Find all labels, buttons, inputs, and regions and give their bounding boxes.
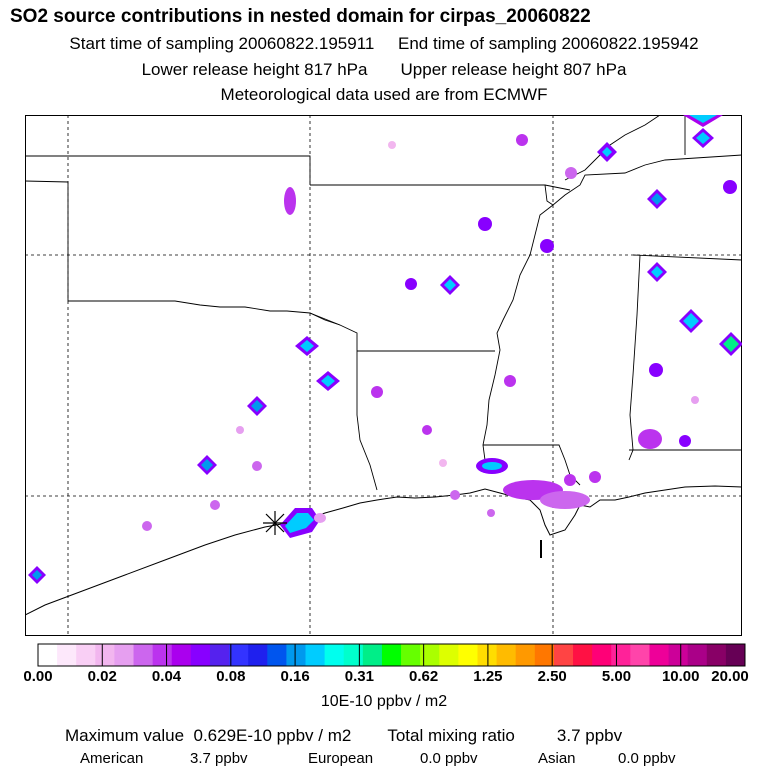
legend-tick-label: 20.00: [711, 668, 749, 685]
legend-color-cell: [668, 644, 689, 666]
legend-color-cell: [611, 644, 631, 666]
max-value-label: Maximum value: [65, 726, 185, 745]
legend-color-cell: [477, 644, 498, 666]
release-heights: Lower release height 817 hPa Upper relea…: [0, 60, 768, 80]
release-site-marker: [263, 511, 287, 535]
legend-color-cell: [496, 644, 517, 666]
legend-color-cell: [362, 644, 383, 666]
legend-color-cell: [38, 644, 58, 666]
legend-tick-label: 0.16: [280, 668, 310, 685]
concentration-plumes: [28, 115, 742, 584]
legend-color-cell: [630, 644, 650, 666]
legend-color-cell: [229, 644, 249, 666]
legend-color-cell: [592, 644, 612, 666]
start-time: Start time of sampling 20060822.195911: [69, 34, 375, 53]
legend-color-cell: [114, 644, 135, 666]
legend-tick-label: 0.02: [87, 668, 117, 685]
legend-color-cell: [95, 644, 115, 666]
lower-release-height: Lower release height 817 hPa: [141, 60, 368, 79]
coastline: [25, 485, 742, 616]
state-borders: [25, 115, 742, 491]
legend-color-cell: [190, 644, 211, 666]
legend-color-cell: [76, 644, 96, 666]
legend-color-cell: [515, 644, 536, 666]
max-value: 0.629E-10 ppbv / m2: [193, 726, 352, 745]
total-mixing-value: 3.7 ppbv: [556, 726, 623, 745]
legend-tick-label: 0.62: [409, 668, 439, 685]
legend-color-cell: [171, 644, 192, 666]
legend-color-cell: [152, 644, 173, 666]
legend-color-cell: [687, 644, 708, 666]
legend-color-cell: [305, 644, 326, 666]
legend-tick-label: 0.31: [344, 668, 374, 685]
legend-tick-label: 10.00: [661, 668, 700, 685]
region-european-label: European: [308, 750, 374, 767]
legend-color-cell: [248, 644, 268, 666]
legend-color-cell: [553, 644, 574, 666]
legend-color-cell: [381, 644, 402, 666]
legend-color-cell: [343, 644, 364, 666]
legend-color-cell: [725, 644, 746, 666]
legend-color-cell: [267, 644, 287, 666]
legend-color-cell: [286, 644, 307, 666]
upper-release-height: Upper release height 807 hPa: [400, 60, 627, 79]
sampling-times: Start time of sampling 20060822.195911 E…: [0, 34, 768, 54]
legend-color-cell: [324, 644, 345, 666]
legend-color-cell: [133, 644, 154, 666]
legend-color-cell: [649, 644, 670, 666]
legend-tick-label: 0.04: [151, 668, 182, 685]
map-panel: [25, 115, 742, 636]
legend-frame: [37, 643, 746, 667]
legend-color-cell: [439, 644, 459, 666]
region-asian-value: 0.0 ppbv: [618, 750, 676, 767]
map-frame: [25, 115, 742, 636]
legend-tick-label: 0.08: [216, 668, 246, 685]
legend-tick-label: 0.00: [23, 668, 53, 685]
legend-tick-label: 5.00: [601, 668, 632, 685]
region-american-label: American: [80, 750, 144, 767]
legend-color-cell: [401, 644, 421, 666]
map-title: SO2 source contributions in nested domai…: [10, 6, 591, 27]
end-time: End time of sampling 20060822.195942: [398, 34, 699, 53]
legend-color-cell: [706, 644, 727, 666]
region-american-value: 3.7 ppbv: [190, 750, 248, 767]
region-asian-label: Asian: [538, 750, 576, 767]
legend-color-cell: [534, 644, 555, 666]
legend-color-cell: [209, 644, 230, 666]
regional-contributions: American 3.7 ppbv European 0.0 ppbv Asian 0.0…: [80, 750, 676, 767]
legend-color-cell: [573, 644, 593, 666]
legend-color-cell: [458, 644, 478, 666]
summary-line: Maximum value 0.629E-10 ppbv / m2 Total m…: [65, 726, 622, 746]
total-mixing-label: Total mixing ratio: [387, 726, 515, 745]
met-data-source: Meteorological data used are from ECMWF: [220, 85, 548, 104]
legend-color-cell: [57, 644, 77, 666]
legend-color-cell: [420, 644, 440, 666]
legend-tick-label: 2.50: [537, 668, 567, 685]
region-european-value: 0.0 ppbv: [420, 750, 478, 767]
legend-units: 10E-10 ppbv / m2: [320, 693, 448, 710]
legend-tick-label: 1.25: [473, 668, 503, 685]
color-scale-legend: [37, 643, 746, 667]
